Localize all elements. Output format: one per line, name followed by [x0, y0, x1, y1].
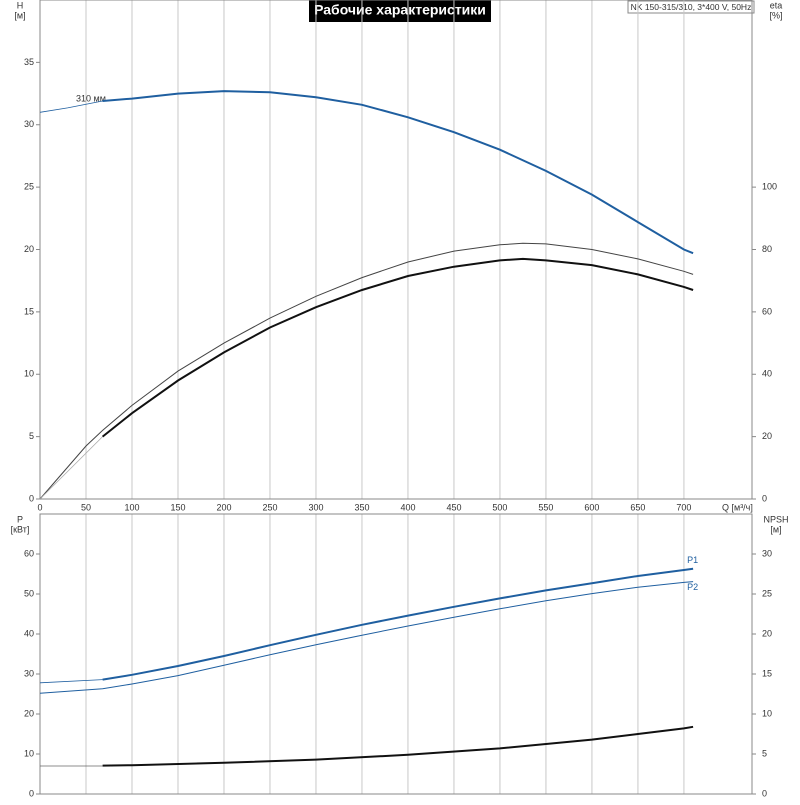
plot-frame — [39, 513, 753, 795]
x-tick-label: 100 — [124, 502, 139, 512]
model-label: NK 150-315/310, 3*400 V, 50Hz — [631, 2, 752, 12]
curve — [39, 679, 103, 684]
y-tick-label: 60 — [24, 548, 34, 558]
y2-tick-label: 20 — [762, 628, 772, 638]
y2-tick-label: 15 — [762, 668, 772, 678]
y2-tick-label: 0 — [762, 788, 767, 798]
y-axis-unit: [м] — [14, 10, 25, 20]
x-tick-label: 700 — [676, 502, 691, 512]
x-tick-label: 400 — [400, 502, 415, 512]
x-axis-label: Q [м³/ч] — [722, 502, 753, 512]
x-tick-label: 450 — [446, 502, 461, 512]
y-tick-label: 5 — [29, 431, 34, 441]
x-tick-label: 0 — [37, 502, 42, 512]
y-tick-label: 20 — [24, 244, 34, 254]
y-tick-label: 20 — [24, 708, 34, 718]
x-tick-label: 500 — [492, 502, 507, 512]
y2-tick-label: 60 — [762, 306, 772, 316]
x-tick-label: 150 — [170, 502, 185, 512]
x-tick-label: 550 — [538, 502, 553, 512]
x-tick-label: 650 — [630, 502, 645, 512]
y2-tick-label: 20 — [762, 431, 772, 441]
y-tick-label: 50 — [24, 588, 34, 598]
curve — [102, 567, 694, 681]
y2-tick-label: 0 — [762, 493, 767, 503]
y-tick-label: 30 — [24, 119, 34, 129]
y-tick-label: 30 — [24, 668, 34, 678]
x-tick-label: 300 — [308, 502, 323, 512]
plot-frame — [39, 0, 753, 500]
model-box — [627, 0, 755, 14]
curve — [101, 257, 694, 438]
y-tick-label: 40 — [24, 628, 34, 638]
y-axis-label: P — [17, 514, 23, 524]
curve — [39, 436, 103, 500]
series-label: P1 — [687, 555, 698, 565]
x-tick-label: 350 — [354, 502, 369, 512]
y2-tick-label: 5 — [762, 748, 767, 758]
x-tick-label: 250 — [262, 502, 277, 512]
annotation: 310 мм — [76, 93, 106, 103]
y2-tick-label: 25 — [762, 588, 772, 598]
curve — [102, 725, 694, 767]
y2-axis-label: eta — [770, 0, 783, 10]
curve — [39, 100, 103, 113]
title-box — [309, 0, 491, 22]
series-label: P2 — [687, 582, 698, 592]
y2-tick-label: 10 — [762, 708, 772, 718]
y2-axis-unit: [м] — [770, 524, 781, 534]
y2-tick-label: 100 — [762, 182, 777, 192]
y-tick-label: 10 — [24, 748, 34, 758]
y2-axis-unit: [%] — [769, 10, 782, 20]
y-axis-label: H — [17, 0, 24, 10]
y-tick-label: 0 — [29, 493, 34, 503]
x-tick-label: 600 — [584, 502, 599, 512]
x-tick-label: 200 — [216, 502, 231, 512]
curve — [39, 581, 694, 694]
curve — [39, 242, 694, 500]
y-tick-label: 10 — [24, 369, 34, 379]
y-axis-unit: [кВт] — [11, 524, 30, 534]
x-tick-label: 50 — [81, 502, 91, 512]
y-tick-label: 0 — [29, 788, 34, 798]
y-tick-label: 25 — [24, 182, 34, 192]
y2-axis-label: NPSH — [763, 514, 788, 524]
y-tick-label: 35 — [24, 57, 34, 67]
y2-tick-label: 40 — [762, 369, 772, 379]
curve — [102, 90, 694, 255]
chart-title: Рабочие характеристики — [314, 2, 486, 18]
y2-tick-label: 30 — [762, 548, 772, 558]
y2-tick-label: 80 — [762, 244, 772, 254]
y-tick-label: 15 — [24, 306, 34, 316]
